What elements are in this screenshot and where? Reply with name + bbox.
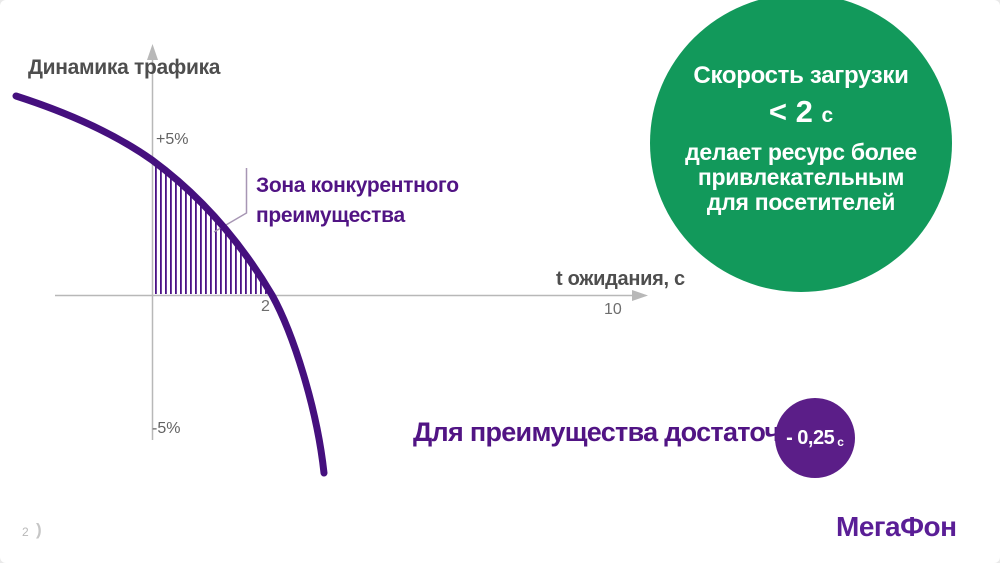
x-tick-2: 2: [261, 298, 270, 315]
y-tick-plus5: +5%: [156, 131, 189, 148]
bubble-line-1: Скорость загрузки: [693, 62, 909, 89]
bubble-line-5: для посетителей: [706, 189, 896, 215]
y-axis-arrow-icon: [147, 44, 158, 60]
advantage-zone-fill: [153, 163, 270, 294]
bubble-line-4: привлекательным: [697, 164, 905, 190]
y-tick-minus5: -5%: [152, 420, 181, 437]
x-tick-10: 10: [604, 301, 622, 318]
claim-text: Для преимущества достаточно: [413, 417, 812, 447]
claim-badge-value: - 0,25: [786, 426, 835, 449]
bubble-highlight: < 2 с: [769, 95, 833, 133]
chart-title: Динамика трафика: [28, 56, 221, 79]
bubble-body: делает ресурс более привлекательным для …: [685, 140, 917, 215]
traffic-curve: [12, 92, 328, 477]
footer-bracket-icon: ): [36, 520, 42, 539]
advantage-zone-label: Зона конкурентного преимущества: [256, 174, 459, 227]
load-speed-bubble: Скорость загрузки < 2 с делает ресурс бо…: [650, 0, 952, 292]
traffic-chart-canvas: [12, 44, 648, 477]
megafon-logo: МегаФон: [836, 511, 957, 542]
x-axis-label: t ожидания, с: [556, 268, 685, 290]
x-axis-arrow-icon: [632, 290, 648, 301]
page-number: 2: [22, 525, 29, 539]
bubble-highlight-unit: с: [821, 104, 834, 127]
claim-badge-unit: с: [837, 434, 844, 449]
bubble-highlight-value: < 2: [768, 94, 813, 129]
claim-badge: - 0,25 с: [775, 398, 855, 478]
bubble-line-3: делает ресурс более: [685, 139, 917, 165]
